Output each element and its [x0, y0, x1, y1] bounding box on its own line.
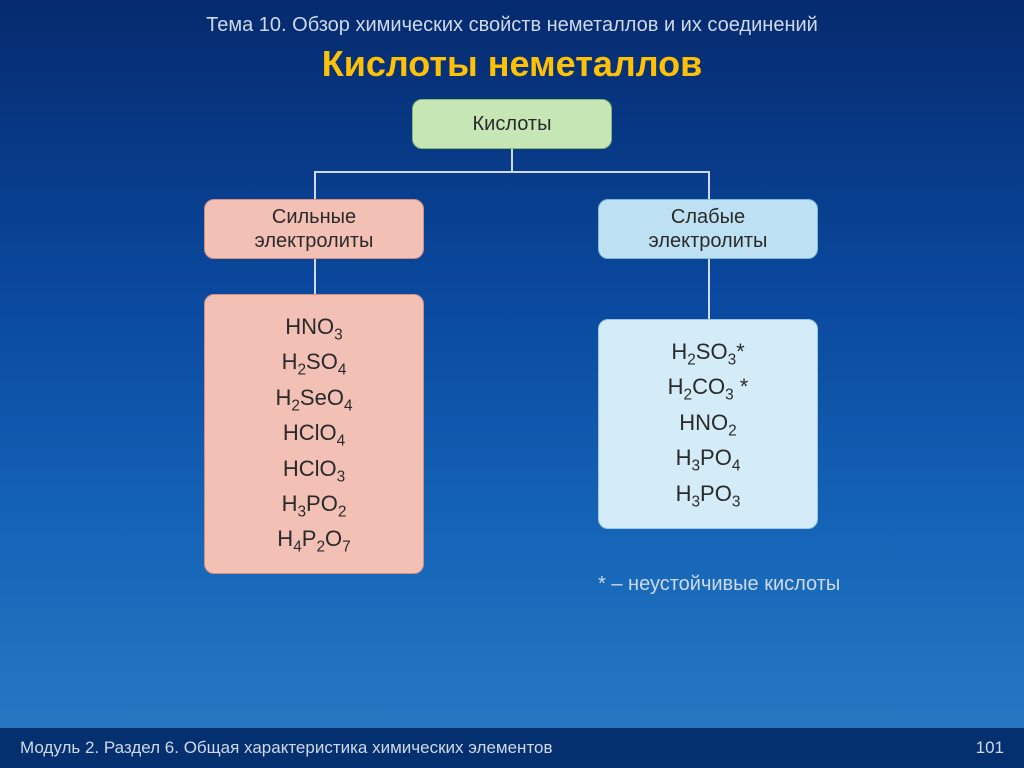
branch-left-label: Сильные электролиты — [215, 205, 413, 253]
formula: H3PO3 — [607, 481, 809, 511]
formula: H2CO3 * — [607, 374, 809, 404]
acid-diagram: Кислоты Сильные электролиты Слабые элект… — [0, 99, 1024, 639]
formula: H2SO4 — [213, 349, 415, 379]
footer-bar: Модуль 2. Раздел 6. Общая характеристика… — [0, 728, 1024, 768]
formula: HClO4 — [213, 420, 415, 450]
connector — [314, 171, 316, 199]
branch-weak-electrolytes: Слабые электролиты — [598, 199, 818, 259]
footer-page-number: 101 — [976, 738, 1004, 758]
footer-left: Модуль 2. Раздел 6. Общая характеристика… — [20, 738, 553, 758]
root-node-acids: Кислоты — [412, 99, 612, 149]
branch-strong-electrolytes: Сильные электролиты — [204, 199, 424, 259]
list-weak-acids: H2SO3* H2CO3 * HNO2 H3PO4 H3PO3 — [598, 319, 818, 529]
formula: H3PO2 — [213, 491, 415, 521]
slide: Тема 10. Обзор химических свойств немета… — [0, 0, 1024, 768]
formula: H3PO4 — [607, 445, 809, 475]
connector — [708, 171, 710, 199]
topic-line: Тема 10. Обзор химических свойств немета… — [0, 0, 1024, 37]
connector — [708, 259, 710, 319]
formula: HNO3 — [213, 314, 415, 344]
connector — [511, 149, 513, 171]
formula: H2SeO4 — [213, 385, 415, 415]
footnote-unstable: * – неустойчивые кислоты — [598, 573, 840, 596]
root-label: Кислоты — [473, 112, 552, 136]
slide-title: Кислоты неметаллов — [0, 43, 1024, 85]
connector — [314, 171, 710, 173]
formula: H2SO3* — [607, 339, 809, 369]
formula: H4P2O7 — [213, 526, 415, 556]
connector — [314, 259, 316, 294]
list-strong-acids: HNO3 H2SO4 H2SeO4 HClO4 HClO3 H3PO2 H4P2O7 — [204, 294, 424, 574]
formula: HClO3 — [213, 456, 415, 486]
formula: HNO2 — [607, 410, 809, 440]
branch-right-label: Слабые электролиты — [609, 205, 807, 253]
